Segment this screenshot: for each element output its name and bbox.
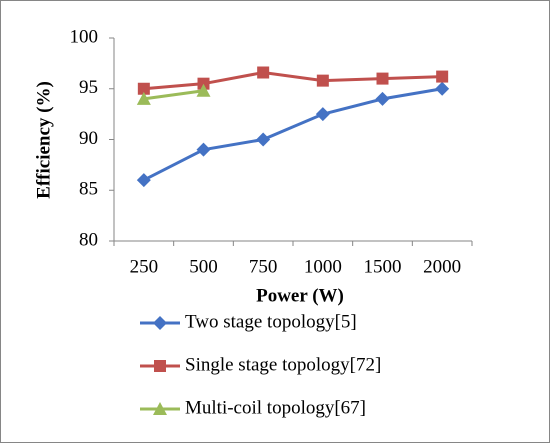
marker: [137, 82, 150, 95]
legend-marker: [153, 402, 167, 415]
y-tick-label: 90: [79, 128, 98, 149]
x-tick-label: 1500: [364, 256, 402, 277]
y-tick-label: 95: [79, 77, 98, 98]
marker: [375, 91, 390, 106]
series-line: [143, 70, 443, 91]
legend-label: Single stage topology[72]: [185, 354, 381, 375]
y-tick-label: 85: [79, 179, 98, 200]
marker: [196, 83, 211, 97]
y-tick-label: 80: [79, 229, 98, 250]
marker: [136, 91, 151, 105]
marker: [435, 81, 450, 96]
x-tick-label: 2000: [423, 256, 461, 277]
x-tick-label: 750: [249, 256, 278, 277]
x-tick-label: 250: [130, 256, 159, 277]
y-tick-label: 100: [70, 26, 99, 47]
marker: [257, 66, 270, 79]
marker: [196, 142, 211, 157]
marker: [315, 107, 330, 122]
marker: [376, 72, 389, 85]
legend-marker: [154, 360, 166, 372]
marker: [436, 70, 449, 83]
y-axis-title: Efficiency (%): [33, 81, 54, 199]
legend-label: Two stage topology[5]: [185, 311, 357, 332]
legend-label: Multi-coil topology[67]: [185, 397, 366, 418]
marker: [197, 77, 210, 90]
legend-marker: [153, 316, 167, 330]
x-tick-label: 500: [189, 256, 218, 277]
marker: [136, 173, 151, 188]
marker: [316, 74, 329, 87]
series-line: [143, 87, 443, 182]
series-line: [143, 89, 204, 101]
x-tick-label: 1000: [304, 256, 342, 277]
x-axis-title: Power (W): [256, 285, 344, 306]
marker: [256, 132, 271, 147]
